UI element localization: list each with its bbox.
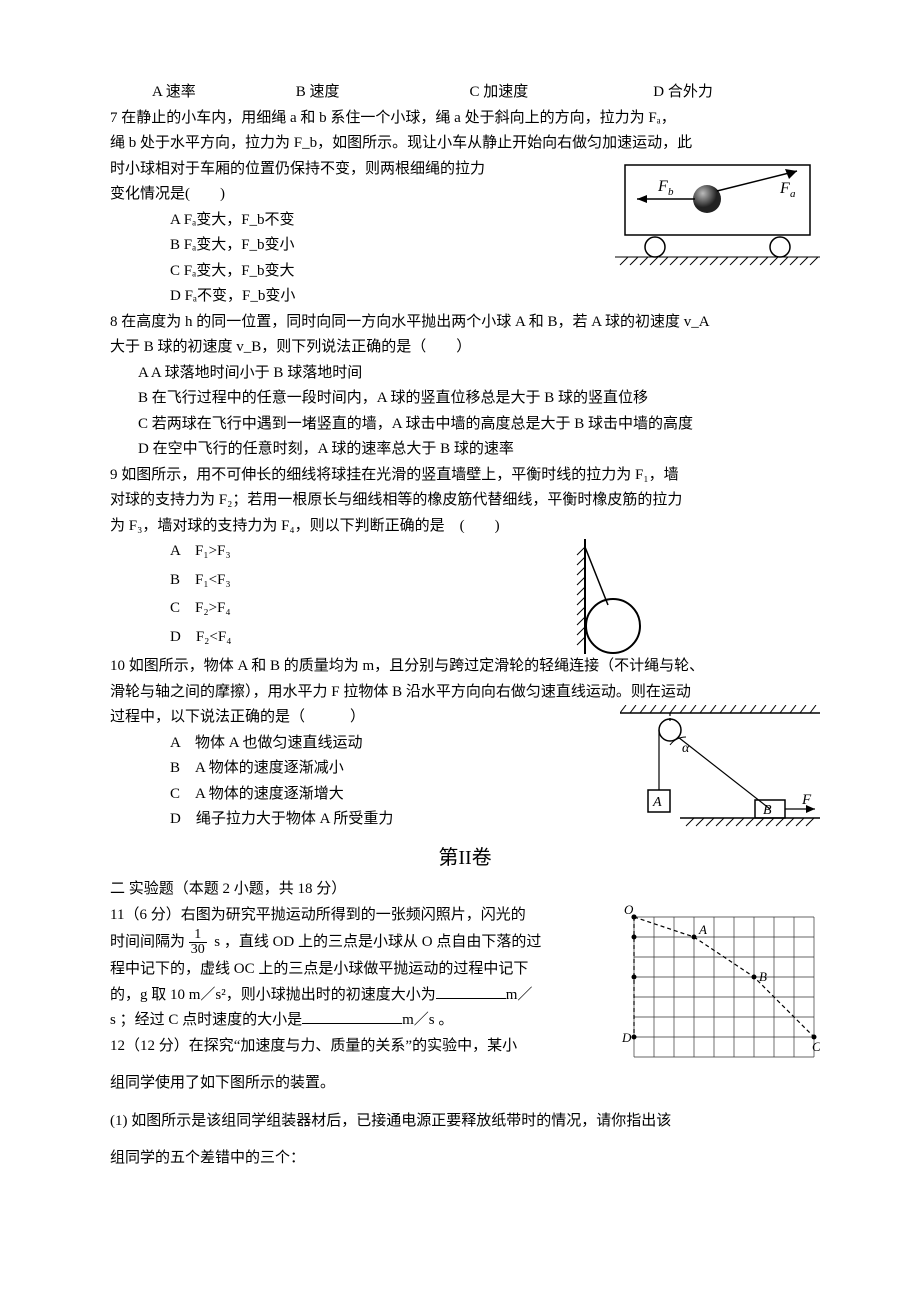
- q9-stem-line1: 9 如图所示，用不可伸长的细线将球挂在光滑的竖直墙壁上，平衡时线的拉力为 F₁，…: [110, 463, 820, 489]
- q10-stem-line1: 10 如图所示，物体 A 和 B 的质量均为 m，且分别与跨过定滑轮的轻绳连接（…: [110, 654, 820, 680]
- q10-stem-line2: 滑轮与轴之间的摩擦），用水平力 F 拉物体 B 沿水平方向向右做匀速直线运动。则…: [110, 680, 820, 706]
- q7-stem-line1: 7 在静止的小车内，用细绳 a 和 b 系住一个小球，绳 a 处于斜向上的方向，…: [110, 106, 820, 132]
- q8-stem-line1: 8 在高度为 h 的同一位置，同时向同一方向水平抛出两个小球 A 和 B，若 A…: [110, 310, 820, 336]
- q8-opt-b: B 在飞行过程中的任意一段时间内，A 球的竖直位移总是大于 B 球的竖直位移: [110, 386, 820, 412]
- q12-line3: (1) 如图所示是该组同学组装器材后，已接通电源正要释放纸带时的情况，请你指出该: [110, 1109, 820, 1135]
- q7-stem-line2: 绳 b 处于水平方向，拉力为 F_b，如图所示。现让小车从静止开始向右做匀加速运…: [110, 131, 820, 157]
- svg-text:A: A: [652, 795, 662, 810]
- svg-text:b: b: [668, 186, 674, 198]
- q8-opt-a: A A 球落地时间小于 B 球落地时间: [110, 361, 820, 387]
- q6-opt-c: C 加速度: [470, 80, 650, 106]
- svg-text:F: F: [657, 178, 668, 195]
- q8-opt-d: D 在空中飞行的任意时刻，A 球的速率总大于 B 球的速率: [110, 437, 820, 463]
- question-7: 7 在静止的小车内，用细绳 a 和 b 系住一个小球，绳 a 处于斜向上的方向，…: [110, 106, 820, 310]
- fraction-icon: 130: [189, 928, 207, 957]
- section-2-subtitle: 二 实验题（本题 2 小题，共 18 分）: [110, 877, 820, 903]
- q6-opt-d: D 合外力: [653, 80, 773, 106]
- q12-line2: 组同学使用了如下图所示的装置。: [110, 1071, 820, 1097]
- q8-opt-c: C 若两球在飞行中遇到一堵竖直的墙，A 球击中墙的高度总是大于 B 球击中墙的高…: [110, 412, 820, 438]
- q9-opt-c: C F₂>F₄: [110, 596, 820, 622]
- question-10: 10 如图所示，物体 A 和 B 的质量均为 m，且分别与跨过定滑轮的轻绳连接（…: [110, 654, 820, 835]
- section-2-title: 第II卷: [110, 841, 820, 875]
- q12-line1: 12（12 分）在探究“加速度与力、质量的关系”的实验中，某小: [110, 1034, 820, 1060]
- svg-text:A: A: [698, 922, 707, 937]
- q9-opt-d: D F₂<F₄: [110, 625, 820, 651]
- question-11: OABCD 11（6 分）右图为研究平抛运动所得到的一张频闪照片，闪光的 时间间…: [110, 903, 820, 1034]
- svg-text:F: F: [801, 792, 812, 808]
- q9-opt-b: B F₁<F₃: [110, 568, 820, 594]
- svg-text:F: F: [779, 180, 790, 197]
- svg-text:B: B: [759, 969, 767, 984]
- q7-opt-d: D Fₐ不变，F_b变小: [110, 284, 820, 310]
- q12-line4: 组同学的五个差错中的三个：: [110, 1146, 820, 1172]
- q7-figure-cart: Fb Fa: [615, 157, 820, 267]
- svg-text:O: O: [624, 903, 634, 917]
- q10-figure-pulley: A α B F: [620, 705, 820, 835]
- svg-text:α: α: [682, 741, 690, 756]
- q9-opt-a: A F₁>F₃: [110, 539, 820, 565]
- q9-stem-line2: 对球的支持力为 F₂；若用一根原长与细线相等的橡皮筋代替细线，平衡时橡皮筋的拉力: [110, 488, 820, 514]
- question-8: 8 在高度为 h 的同一位置，同时向同一方向水平抛出两个小球 A 和 B，若 A…: [110, 310, 820, 463]
- blank-input-2[interactable]: [302, 1009, 402, 1024]
- svg-text:a: a: [790, 188, 796, 200]
- question-12: 12（12 分）在探究“加速度与力、质量的关系”的实验中，某小 组同学使用了如下…: [110, 1034, 820, 1172]
- svg-text:B: B: [763, 803, 772, 818]
- q8-stem-line2: 大于 B 球的初速度 v_B，则下列说法正确的是（ ）: [110, 335, 820, 361]
- q9-figure-wall-ball: [560, 539, 670, 654]
- question-9: 9 如图所示，用不可伸长的细线将球挂在光滑的竖直墙壁上，平衡时线的拉力为 F₁，…: [110, 463, 820, 655]
- q9-stem-line3: 为 F₃，墙对球的支持力为 F₄，则以下判断正确的是 ( ): [110, 514, 820, 540]
- q6-opt-b: B 速度: [296, 80, 466, 106]
- blank-input-1[interactable]: [436, 984, 506, 999]
- q6-opt-a: A 速率: [152, 80, 292, 106]
- q6-options: A 速率 B 速度 C 加速度 D 合外力: [110, 80, 820, 106]
